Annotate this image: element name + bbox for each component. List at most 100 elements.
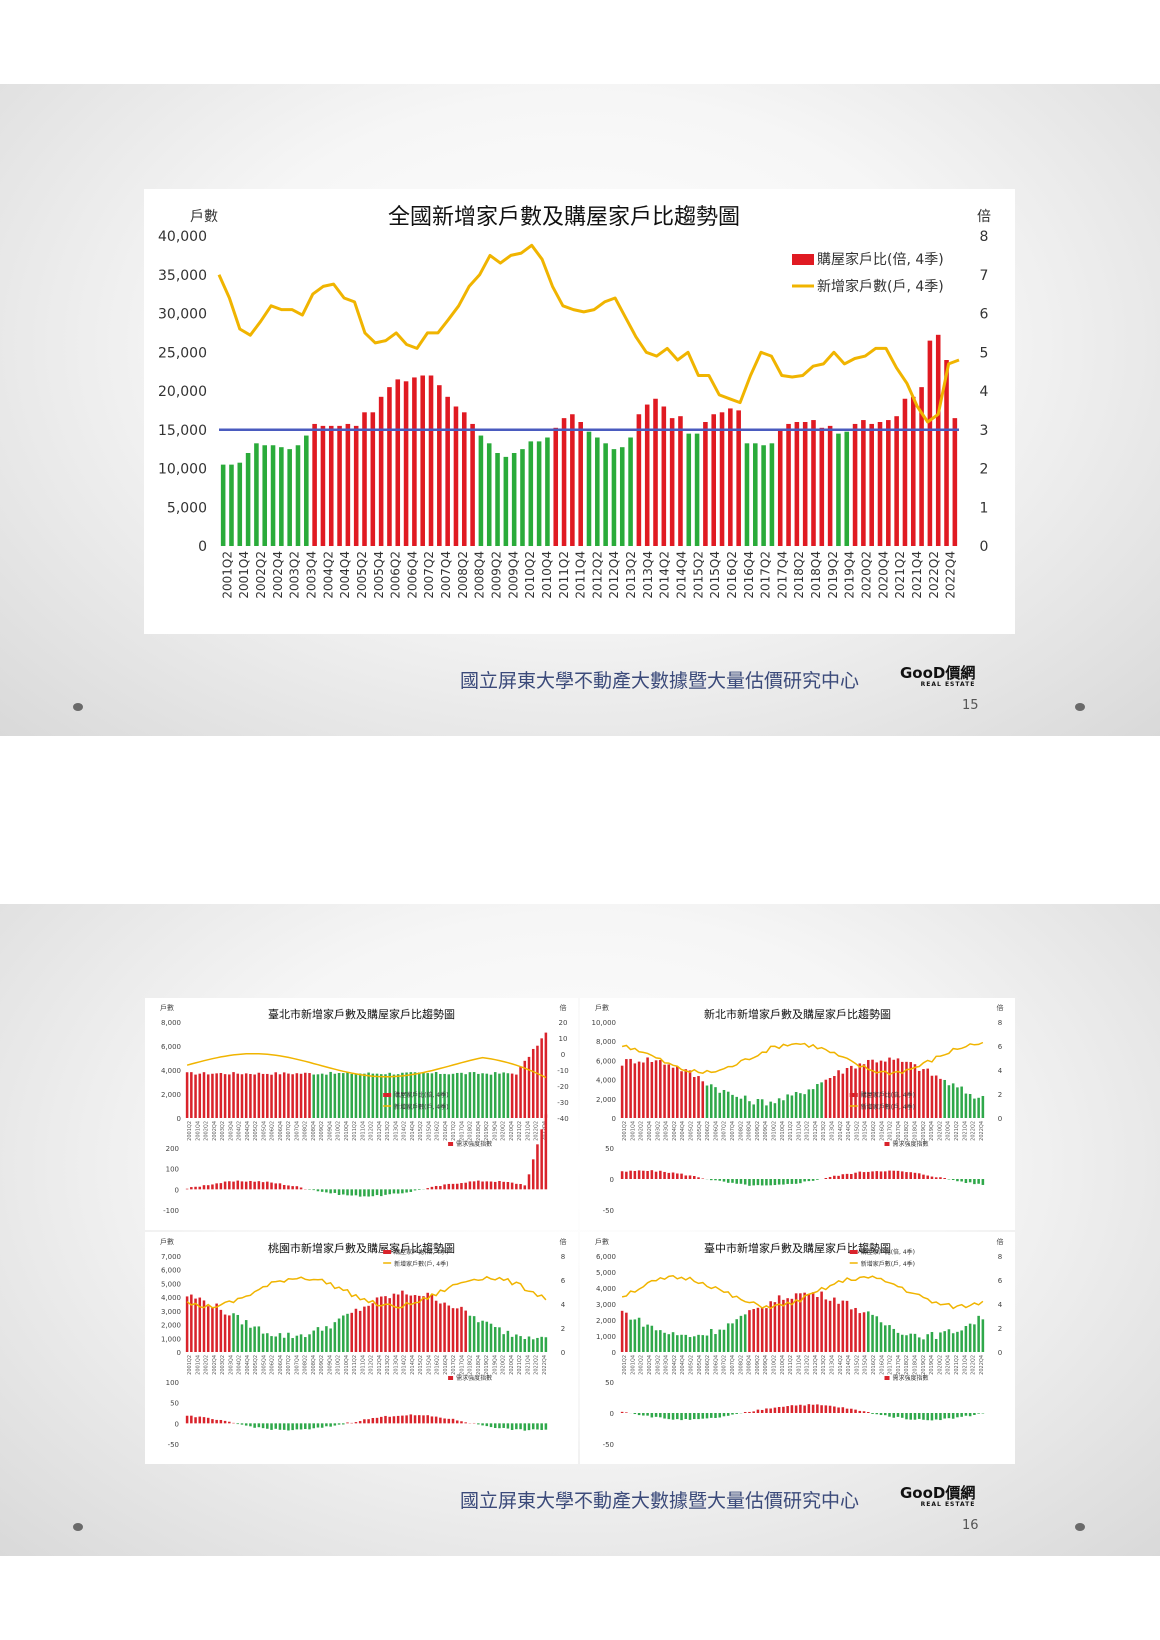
city-demand-bar bbox=[396, 1415, 400, 1424]
ratio-bar bbox=[461, 412, 467, 546]
city-ratio-bar bbox=[947, 1329, 951, 1352]
city-demand-bar bbox=[206, 1417, 210, 1424]
taipei-chart: 臺北市新增家戶數及購屋家戶比趨勢圖 戶數 倍 0 2,000 4,000 6,000 8,00… bbox=[160, 1003, 569, 1215]
city-demand-tick: 100 bbox=[166, 1379, 179, 1387]
city-demand-bar bbox=[803, 1179, 806, 1182]
ratio-bar bbox=[886, 420, 891, 546]
city-demand-bar bbox=[510, 1423, 514, 1430]
city-x-tick: 2008Q4 bbox=[747, 1121, 753, 1141]
x-tick-label: 2001Q2 bbox=[220, 551, 234, 599]
city-demand-bar bbox=[862, 1411, 866, 1413]
city-ratio-bar bbox=[211, 1307, 214, 1352]
city-ratio-bar bbox=[930, 1332, 934, 1352]
city-ratio-bar bbox=[871, 1314, 874, 1352]
city-demand-bar bbox=[430, 1186, 434, 1190]
ratio-bar bbox=[636, 414, 642, 546]
city-left-tick: 1,000 bbox=[161, 1335, 181, 1343]
city-ratio-bar bbox=[620, 1310, 624, 1352]
city-x-tick: 2013Q4 bbox=[830, 1355, 836, 1375]
ratio-bar bbox=[935, 334, 941, 546]
city-demand-bar bbox=[633, 1413, 637, 1415]
city-demand-bar bbox=[190, 1415, 193, 1424]
city-ratio-bar bbox=[464, 1310, 467, 1352]
ratio-bar bbox=[262, 445, 268, 546]
city-ratio-bar bbox=[977, 1097, 980, 1118]
city-demand-bar bbox=[244, 1423, 248, 1426]
city-x-tick: 2011Q2 bbox=[788, 1121, 794, 1141]
city-legend-bar-swatch bbox=[849, 1250, 858, 1254]
ratio-bar bbox=[495, 453, 500, 546]
city-ratio-bar bbox=[468, 1315, 472, 1352]
city-ratio-bar bbox=[350, 1074, 353, 1118]
city-demand-bar bbox=[875, 1171, 879, 1179]
x-tick-label: 2013Q2 bbox=[624, 551, 638, 599]
city-ratio-bar bbox=[981, 1095, 985, 1118]
city-demand-bar bbox=[824, 1178, 828, 1179]
city-x-tick: 2005Q4 bbox=[697, 1355, 703, 1375]
ratio-bar bbox=[653, 398, 658, 546]
city-x-tick: 2019Q2 bbox=[921, 1121, 927, 1141]
city-demand-bar bbox=[485, 1181, 489, 1190]
city-ratio-bar bbox=[392, 1293, 396, 1352]
city-legend-bar-label: 購屋家戶比(倍, 4季) bbox=[394, 1091, 448, 1099]
city-demand-bar bbox=[646, 1171, 649, 1179]
city-demand-bar bbox=[960, 1413, 963, 1417]
city-x-tick: 2004Q4 bbox=[245, 1121, 251, 1141]
city-left-unit: 戶數 bbox=[595, 1237, 609, 1246]
city-demand-bar bbox=[850, 1408, 853, 1413]
city-demand-bar bbox=[198, 1416, 202, 1424]
city-left-tick: 0 bbox=[612, 1115, 616, 1123]
city-ratio-bar bbox=[773, 1302, 777, 1352]
city-ratio-bar bbox=[654, 1060, 658, 1118]
ratio-bar bbox=[370, 412, 376, 546]
city-demand-bar bbox=[477, 1423, 480, 1425]
city-ratio-bar bbox=[515, 1334, 518, 1352]
city-ratio-bar bbox=[968, 1323, 972, 1352]
ratio-bar bbox=[420, 375, 425, 546]
city-x-tick: 2014Q4 bbox=[846, 1355, 852, 1375]
city-x-tick: 2019Q4 bbox=[492, 1121, 498, 1141]
city-demand-bar bbox=[799, 1179, 802, 1184]
city-demand-bar bbox=[688, 1413, 692, 1420]
city-ratio-bar bbox=[956, 1331, 959, 1352]
x-tick-label: 2006Q4 bbox=[405, 551, 419, 599]
city-demand-bar bbox=[363, 1419, 366, 1424]
city-demand-bar bbox=[977, 1413, 980, 1414]
city-demand-bar bbox=[667, 1172, 671, 1179]
city-x-tick: 2006Q4 bbox=[713, 1121, 719, 1141]
city-demand-bar bbox=[688, 1175, 692, 1179]
city-demand-bar bbox=[888, 1170, 891, 1179]
city-ratio-bar bbox=[464, 1074, 467, 1118]
city-demand-bar bbox=[930, 1176, 934, 1179]
city-x-tick: 2010Q4 bbox=[344, 1355, 350, 1375]
city-ratio-bar bbox=[266, 1073, 269, 1118]
city-x-tick: 2013Q4 bbox=[393, 1355, 399, 1375]
x-tick-label: 2009Q4 bbox=[506, 551, 520, 599]
x-tick-label: 2012Q4 bbox=[607, 551, 621, 599]
ratio-bar bbox=[711, 414, 716, 546]
city-left-tick: 6,000 bbox=[161, 1267, 181, 1275]
city-ratio-bar bbox=[544, 1032, 548, 1118]
city-demand-bar bbox=[926, 1413, 929, 1421]
city-ratio-bar bbox=[523, 1060, 527, 1118]
city-ratio-bar bbox=[472, 1316, 476, 1352]
city-ratio-bar bbox=[388, 1298, 391, 1352]
city-left-tick: 0 bbox=[177, 1349, 181, 1357]
city-ratio-bar bbox=[325, 1326, 328, 1352]
city-legend-bar-swatch bbox=[383, 1250, 392, 1254]
ratio-bar bbox=[570, 414, 575, 546]
city-ratio-bar bbox=[223, 1314, 227, 1352]
city-demand-bar bbox=[337, 1423, 341, 1425]
city-demand-bar bbox=[536, 1423, 539, 1430]
legend-bar-label: 購屋家戶比(倍, 4季) bbox=[817, 251, 944, 268]
city-left-tick: 2,000 bbox=[596, 1096, 616, 1104]
city-x-tick: 2015Q2 bbox=[854, 1121, 860, 1141]
city-right-tick: 6 bbox=[561, 1277, 566, 1285]
ratio-bar bbox=[595, 437, 600, 546]
city-x-tick: 2016Q2 bbox=[435, 1121, 441, 1141]
city-x-tick: 2010Q4 bbox=[780, 1355, 786, 1375]
city-ratio-bar bbox=[278, 1333, 282, 1352]
taichung-chart: 臺中市新增家戶數及購屋家戶比趨勢圖 戶數 倍 0 1,000 2,000 3,000 4,00… bbox=[595, 1237, 1004, 1449]
x-tick-label: 2020Q4 bbox=[876, 551, 890, 599]
city-ratio-bar bbox=[531, 1048, 535, 1118]
